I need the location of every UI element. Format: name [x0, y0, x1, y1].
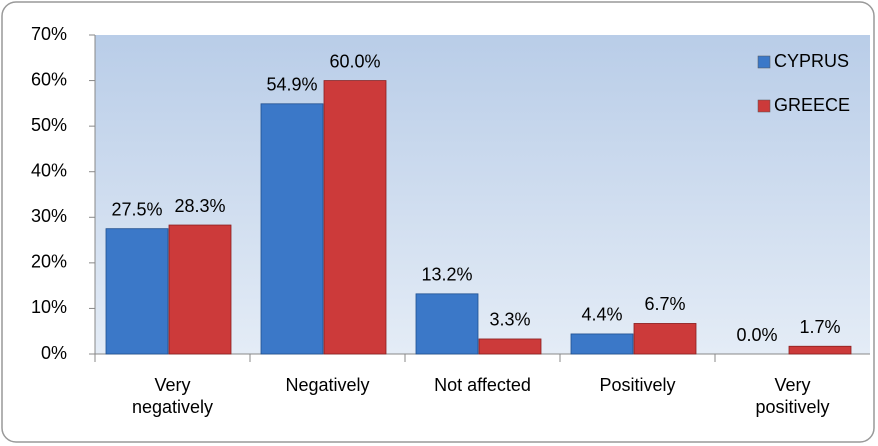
data-label: 60.0% [329, 51, 380, 71]
data-label: 0.0% [736, 325, 777, 345]
y-tick-label: 10% [31, 297, 67, 317]
y-tick-label: 30% [31, 206, 67, 226]
legend-label: GREECE [774, 95, 850, 115]
x-tick-label: Negatively [285, 375, 370, 395]
bar [260, 103, 324, 355]
data-label: 27.5% [111, 199, 162, 219]
y-tick-label: 50% [31, 115, 67, 135]
data-label: 4.4% [581, 305, 622, 325]
x-tick-label: Not affected [434, 375, 531, 395]
legend-label: CYPRUS [774, 51, 849, 71]
x-tick-label: Positively [599, 375, 676, 395]
legend-swatch [757, 99, 771, 113]
bar [478, 338, 542, 355]
data-label: 3.3% [489, 310, 530, 330]
data-label: 6.7% [644, 294, 685, 314]
data-label: 54.9% [266, 75, 317, 95]
data-label: 28.3% [174, 196, 225, 216]
y-tick-label: 60% [31, 69, 67, 89]
x-tick-label: Very negatively [131, 375, 214, 417]
bar [323, 80, 387, 355]
data-label: 1.7% [799, 317, 840, 337]
y-tick-label: 40% [31, 160, 67, 180]
data-label: 13.2% [421, 265, 472, 285]
y-tick-label: 20% [31, 252, 67, 272]
bar [788, 345, 852, 355]
bar [105, 228, 169, 355]
legend-swatch [757, 55, 771, 69]
y-tick-label: 70% [31, 24, 67, 44]
bar [168, 224, 232, 355]
y-tick-label: 0% [41, 343, 67, 363]
bar [570, 333, 634, 355]
bar [415, 293, 479, 355]
bar [633, 323, 697, 355]
x-tick-label: Very positively [755, 375, 830, 417]
